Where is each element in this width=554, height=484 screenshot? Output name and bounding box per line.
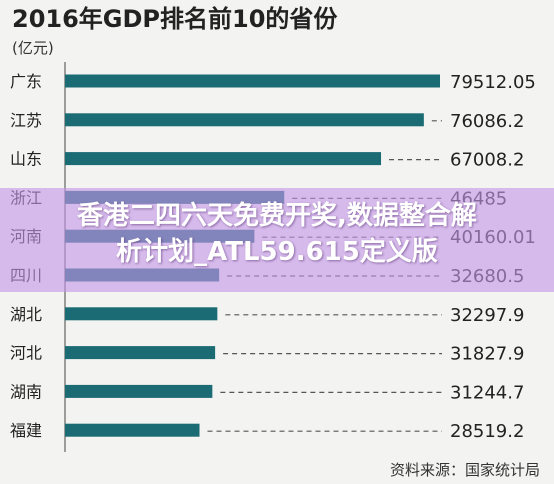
value-label: 67008.2 <box>450 150 524 171</box>
category-label: 湖南 <box>10 382 42 401</box>
watermark-overlay <box>0 188 554 292</box>
category-label: 江苏 <box>10 111 42 130</box>
watermark-line-1: 香港二四六天免费开奖,数据整合解 <box>77 201 477 231</box>
source-label: 资料来源：国家统计局 <box>390 461 540 479</box>
bar <box>65 423 200 437</box>
bar <box>65 384 213 398</box>
value-label: 31244.7 <box>450 382 524 403</box>
value-label: 32297.9 <box>450 305 524 326</box>
value-label: 79512.05 <box>450 72 536 93</box>
bar <box>65 346 216 360</box>
bar <box>65 74 440 88</box>
watermark-line-2: 析计划_ATL59.615定义版 <box>116 237 438 267</box>
unit-label: (亿元) <box>12 39 54 57</box>
category-label: 广东 <box>10 72 42 91</box>
bar <box>65 113 424 127</box>
value-label: 31827.9 <box>450 344 524 365</box>
bar <box>65 152 382 166</box>
watermark-text: 香港二四六天免费开奖,数据整合解 析计划_ATL59.615定义版 <box>0 198 554 270</box>
chart-title: 2016年GDP排名前10的省份 <box>12 5 338 33</box>
category-label: 湖北 <box>10 305 42 324</box>
value-label: 28519.2 <box>450 421 524 442</box>
category-label: 福建 <box>10 421 42 440</box>
category-label: 山东 <box>10 150 42 169</box>
value-label: 76086.2 <box>450 111 524 132</box>
category-label: 河北 <box>10 344 42 363</box>
bar <box>65 307 218 321</box>
